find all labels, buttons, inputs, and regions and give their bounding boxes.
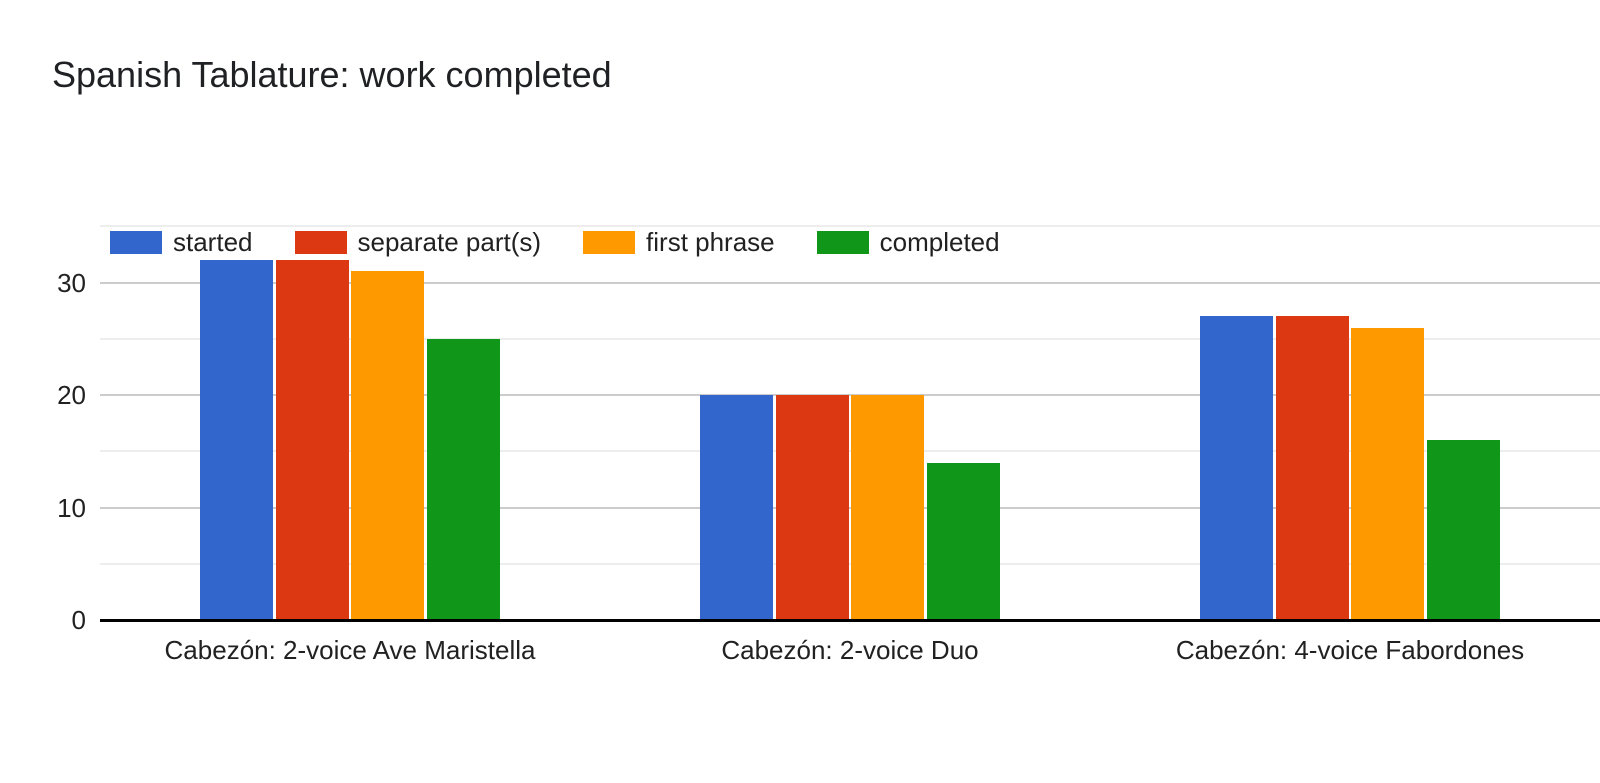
bar-separate-part-s-cabez-n-2-voice-duo[interactable] [775, 395, 849, 620]
category-label-cabez-n-2-voice-ave-maristella: Cabezón: 2-voice Ave Maristella [164, 635, 536, 665]
y-tick-label-20: 20 [57, 380, 86, 410]
legend-swatch-first-phrase [583, 230, 636, 254]
legend-item-started: started [110, 227, 253, 258]
legend-label-separate-parts: separate part(s) [357, 226, 542, 257]
legend-item-completed: completed [816, 226, 1000, 258]
bar-completed-cabez-n-2-voice-duo[interactable] [927, 462, 1000, 620]
y-tick-label-30: 30 [57, 267, 86, 298]
legend-label-started: started [173, 226, 253, 257]
bar-started-cabez-n-2-voice-ave-maristella[interactable] [200, 260, 273, 620]
chart-legend: started separate part(s) first phrase co… [110, 226, 1000, 258]
bar-first-phrase-cabez-n-2-voice-duo[interactable] [851, 395, 925, 620]
bar-separate-part-s-cabez-n-2-voice-ave-maristella[interactable] [275, 260, 349, 620]
legend-swatch-started [110, 230, 162, 254]
bar-started-cabez-n-2-voice-duo[interactable] [700, 395, 773, 620]
legend-label-completed: completed [879, 226, 1000, 257]
bar-first-phrase-cabez-n-2-voice-ave-maristella[interactable] [351, 271, 425, 620]
legend-swatch-completed [816, 230, 869, 254]
legend-item-separate-parts: separate part(s) [294, 226, 542, 258]
y-tick-label-0: 0 [71, 605, 86, 635]
bar-first-phrase-cabez-n-4-voice-fabordones[interactable] [1351, 327, 1425, 620]
category-label-cabez-n-2-voice-duo: Cabezón: 2-voice Duo [721, 635, 979, 665]
gridline-minor-35 [100, 225, 1600, 228]
bar-completed-cabez-n-4-voice-fabordones[interactable] [1427, 440, 1500, 620]
bar-separate-part-s-cabez-n-4-voice-fabordones[interactable] [1275, 316, 1349, 620]
chart-title: Spanish Tablature: work completed [52, 54, 612, 95]
category-label-cabez-n-4-voice-fabordones: Cabezón: 4-voice Fabordones [1175, 635, 1525, 665]
gridline-major-10 [100, 506, 1600, 509]
x-axis-line [100, 619, 1600, 622]
gridline-minor-5 [100, 562, 1600, 565]
gridline-major-20 [100, 394, 1600, 396]
bar-completed-cabez-n-2-voice-ave-maristella[interactable] [427, 338, 500, 620]
gridline-minor-25 [100, 337, 1600, 340]
y-tick-label-10: 10 [57, 492, 86, 523]
legend-swatch-separate-parts [294, 230, 347, 254]
legend-label-first-phrase: first phrase [646, 226, 775, 257]
gridline-major-30 [100, 281, 1600, 284]
bar-started-cabez-n-4-voice-fabordones[interactable] [1200, 316, 1273, 620]
gridline-minor-15 [100, 450, 1600, 453]
legend-item-first-phrase: first phrase [583, 227, 775, 258]
